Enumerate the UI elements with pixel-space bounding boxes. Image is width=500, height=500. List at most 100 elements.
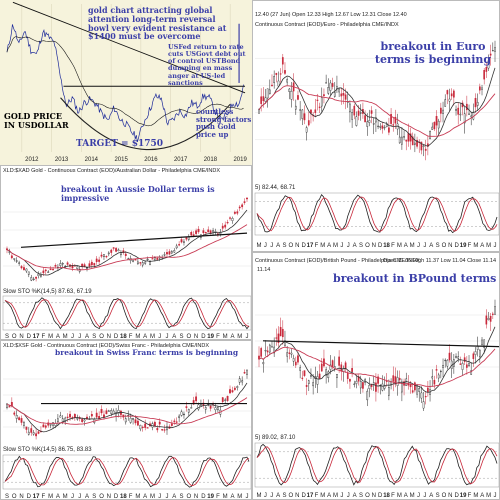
gbp-ma-short	[258, 326, 496, 393]
euro-month-label: A	[429, 243, 433, 249]
gbp-panel: Continuous Contract (EOD)/British Pound …	[252, 252, 500, 500]
gbp-candle-body	[329, 364, 332, 370]
euro-candle-body	[481, 87, 483, 90]
gbp-candle-body	[312, 382, 314, 387]
euro-candle-body	[277, 80, 280, 87]
chf-candle-body	[59, 415, 62, 418]
aud-candle-body	[153, 257, 156, 260]
gbp-candle-body	[353, 383, 356, 385]
chf-month-label: O	[99, 494, 104, 500]
euro-month-label: F	[315, 243, 319, 249]
euro-candle-body	[485, 67, 488, 72]
gbp-candle-body	[273, 346, 275, 354]
gbp-candle-body	[398, 377, 401, 381]
euro-candle-body	[435, 116, 438, 126]
gbp-candle-body	[301, 377, 304, 379]
euro-candle-body	[450, 93, 453, 97]
gbp-candle-body	[310, 375, 312, 377]
euro-candle-body	[476, 102, 479, 106]
gbp-candle-body	[470, 370, 473, 375]
gbp-candle-body	[336, 374, 338, 379]
chf-month-label: S	[180, 494, 184, 500]
euro-month-label: J	[423, 243, 426, 249]
gbp-candle-body	[338, 356, 340, 366]
gbp-level: 11.14	[257, 267, 271, 273]
aud-month-label: F	[216, 334, 220, 340]
chf-candle-body	[173, 420, 176, 422]
euro-month-label: A	[404, 243, 408, 249]
gbp-candle-body	[260, 348, 263, 357]
aud-month-label: J	[158, 334, 161, 340]
aud-candle-body	[107, 252, 110, 255]
euro-candle-body	[405, 139, 408, 142]
gbp-candle-body	[420, 392, 423, 399]
gbp-month-label: O	[442, 493, 447, 499]
gold-year-label: 2012	[25, 157, 39, 163]
gbp-candle-body	[351, 367, 353, 372]
chf-month-label: M	[237, 494, 242, 500]
chf-candle-body	[25, 426, 28, 430]
chf-month-label: J	[166, 494, 169, 500]
euro-candle-body	[329, 82, 332, 91]
euro-month-label: M	[410, 243, 415, 249]
chf-candle-body	[32, 432, 35, 435]
gold-year-label: 2013	[55, 157, 69, 163]
gbp-candle-body	[435, 369, 438, 371]
chf-month-label: 19	[207, 494, 214, 500]
euro-candle-body	[444, 99, 447, 107]
euro-candle-body	[316, 99, 319, 101]
gbp-candle-body	[266, 350, 269, 353]
aud-candle-body	[13, 258, 16, 260]
euro-candle-body	[448, 98, 451, 102]
euro-candle-body	[463, 113, 466, 124]
chf-candle-body	[183, 413, 185, 416]
gbp-osc-label: 5) 89.02, 87.10	[255, 435, 296, 441]
chf-candle-body	[209, 405, 212, 409]
gbp-month-label: J	[270, 493, 273, 499]
chf-month-label: M	[48, 494, 53, 500]
chf-candle-body	[231, 390, 234, 393]
euro-candle-body	[288, 88, 291, 92]
euro-candle-body	[483, 70, 486, 80]
euro-osc-k	[256, 194, 498, 234]
aud-candle-body	[115, 248, 118, 252]
euro-candle-body	[388, 127, 390, 133]
chf-candle-body	[110, 410, 113, 414]
euro-candle-body	[284, 70, 286, 74]
gbp-resistance-line	[262, 340, 499, 348]
gbp-candle-body	[286, 352, 288, 357]
aud-candle-body	[207, 229, 210, 233]
euro-candle-body	[453, 90, 455, 98]
aud-candle-body	[15, 260, 18, 262]
aud-candle-body	[95, 258, 98, 262]
chf-month-label: A	[230, 494, 234, 500]
chf-candle-body	[86, 416, 88, 420]
gbp-candle-body	[366, 390, 369, 401]
euro-candle-body	[431, 126, 434, 130]
chf-candle-body	[15, 415, 18, 419]
aud-candle-body	[178, 244, 181, 246]
gbp-candle-body	[494, 306, 496, 315]
euro-candle-body	[307, 120, 310, 126]
gbp-candle-body	[461, 363, 464, 370]
euro-candle-body	[424, 148, 427, 151]
gbp-candle-body	[299, 367, 301, 371]
chf-candle-body	[139, 424, 142, 430]
gbp-month-label: A	[429, 493, 433, 499]
euro-month-label: A	[276, 243, 280, 249]
euro-candle-body	[327, 87, 330, 94]
euro-candle-body	[286, 79, 288, 83]
euro-month-label: N	[372, 243, 376, 249]
chf-candle-body	[13, 412, 16, 415]
euro-osc-d	[256, 196, 498, 232]
aud-candle-body	[144, 261, 147, 264]
chf-candle-body	[81, 419, 84, 423]
gbp-candle-body	[292, 358, 295, 362]
euro-candle-body	[260, 96, 263, 104]
aud-candle-body	[120, 252, 122, 256]
chf-month-label: F	[42, 494, 46, 500]
aud-candle-body	[156, 257, 159, 260]
gbp-candle-body	[401, 383, 403, 393]
aud-candle-body	[229, 217, 231, 219]
gbp-candle-body	[455, 355, 457, 359]
